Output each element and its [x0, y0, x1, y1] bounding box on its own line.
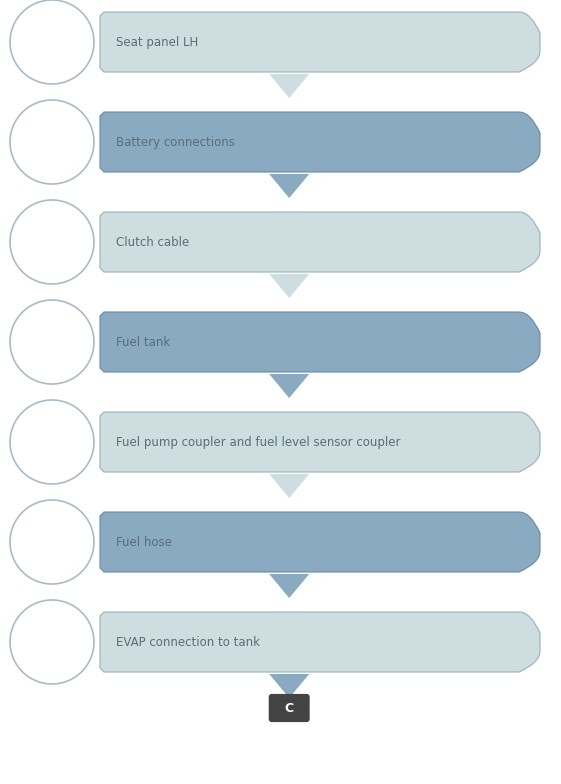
Circle shape: [10, 400, 94, 484]
PathPatch shape: [100, 512, 540, 572]
Text: Fuel pump coupler and fuel level sensor coupler: Fuel pump coupler and fuel level sensor …: [116, 435, 401, 448]
Text: Fuel hose: Fuel hose: [116, 535, 172, 549]
Text: Seat panel LH: Seat panel LH: [116, 35, 198, 49]
Circle shape: [10, 600, 94, 684]
Circle shape: [10, 100, 94, 184]
Circle shape: [10, 300, 94, 384]
PathPatch shape: [100, 412, 540, 472]
Polygon shape: [269, 274, 309, 298]
Circle shape: [10, 0, 94, 84]
Text: Battery connections: Battery connections: [116, 136, 235, 148]
FancyBboxPatch shape: [269, 694, 310, 722]
PathPatch shape: [100, 312, 540, 372]
Polygon shape: [269, 474, 309, 498]
Circle shape: [10, 500, 94, 584]
PathPatch shape: [100, 12, 540, 72]
Polygon shape: [269, 374, 309, 398]
Text: Fuel tank: Fuel tank: [116, 336, 170, 349]
Text: C: C: [284, 702, 294, 714]
Polygon shape: [269, 74, 309, 98]
PathPatch shape: [100, 612, 540, 672]
Polygon shape: [269, 674, 309, 698]
Polygon shape: [269, 174, 309, 198]
PathPatch shape: [100, 212, 540, 272]
Polygon shape: [269, 574, 309, 598]
Text: Clutch cable: Clutch cable: [116, 235, 189, 249]
PathPatch shape: [100, 112, 540, 172]
Circle shape: [10, 200, 94, 284]
Text: EVAP connection to tank: EVAP connection to tank: [116, 636, 260, 648]
